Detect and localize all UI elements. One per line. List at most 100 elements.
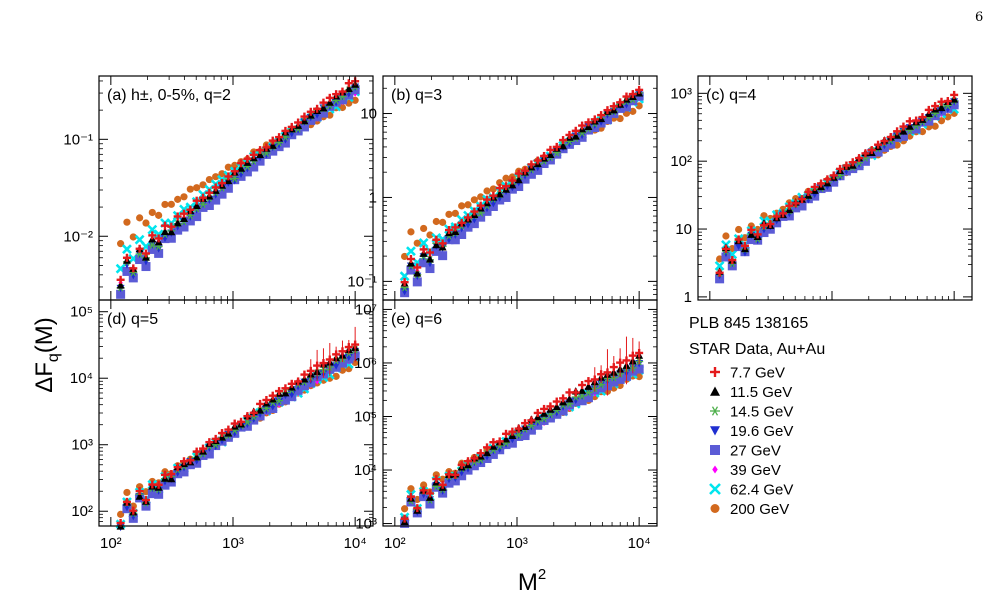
data-point <box>237 417 246 426</box>
data-point <box>243 154 252 163</box>
data-point <box>420 224 428 233</box>
data-point <box>338 347 347 356</box>
data-point <box>552 402 561 411</box>
data-point <box>186 185 194 193</box>
data-point <box>609 363 618 372</box>
data-point <box>496 179 504 187</box>
data-point <box>451 209 459 217</box>
data-point <box>476 212 486 222</box>
data-point <box>281 388 290 397</box>
data-point <box>141 501 151 511</box>
data-point <box>117 240 125 248</box>
y-tick-label: 10⁻¹ <box>63 131 93 148</box>
data-point <box>129 233 137 241</box>
data-point <box>521 166 530 175</box>
y-tick-label: 10⁻² <box>63 228 93 245</box>
data-point <box>469 219 479 229</box>
data-point <box>256 406 265 414</box>
legend-item: 7.7 GeV <box>710 365 785 382</box>
y-tick-label: 10³ <box>71 437 93 454</box>
data-point <box>609 377 619 387</box>
data-point <box>584 382 593 390</box>
x-tick-label: 10² <box>100 535 122 552</box>
data-point <box>836 164 845 173</box>
data-point <box>413 504 422 513</box>
data-point <box>810 182 819 191</box>
data-point <box>526 169 536 179</box>
data-point <box>281 126 290 135</box>
data-point <box>280 395 290 405</box>
y-tick-label: 10² <box>670 153 692 170</box>
data-point <box>419 258 429 268</box>
y-tick-label: 10⁴ <box>70 370 93 387</box>
data-point <box>508 427 517 436</box>
x-tick-label: 10⁴ <box>628 535 651 552</box>
data-point <box>714 260 725 271</box>
data-point <box>476 201 485 210</box>
data-point <box>205 188 214 197</box>
data-point <box>578 131 587 140</box>
data-point <box>418 237 429 248</box>
data-point <box>577 396 587 406</box>
data-point <box>204 200 214 210</box>
data-point <box>629 107 637 115</box>
data-point <box>924 105 933 114</box>
data-point <box>873 147 883 157</box>
data-points <box>399 336 645 528</box>
data-point <box>192 447 201 456</box>
data-point <box>559 136 568 145</box>
data-point <box>192 452 201 461</box>
data-point <box>823 175 832 184</box>
data-point <box>439 475 447 483</box>
data-point <box>502 182 511 191</box>
data-point <box>413 269 422 277</box>
data-point <box>444 226 453 235</box>
data-point <box>753 230 762 239</box>
data-point <box>445 210 453 218</box>
data-point <box>413 239 421 247</box>
data-point <box>477 193 485 201</box>
data-point <box>918 128 927 136</box>
data-point <box>439 218 447 226</box>
data-point <box>116 281 125 289</box>
data-point <box>306 107 315 116</box>
data-point <box>937 103 946 112</box>
data-point <box>173 469 182 477</box>
data-point <box>294 383 303 391</box>
data-point <box>540 409 549 417</box>
data-point <box>332 372 340 380</box>
data-point <box>167 474 176 483</box>
data-point <box>609 102 618 111</box>
data-point <box>249 162 259 172</box>
data-point <box>476 449 485 458</box>
data-point <box>558 406 568 416</box>
data-point <box>205 438 214 447</box>
data-point <box>319 104 328 112</box>
data-point <box>212 173 220 181</box>
data-point <box>880 137 889 146</box>
data-point <box>287 122 296 131</box>
data-point <box>154 480 163 489</box>
legend-item: 62.4 GeV <box>709 482 793 499</box>
data-point <box>552 409 561 417</box>
data-point <box>899 127 908 135</box>
series-7-7-GeV <box>715 90 959 277</box>
data-point <box>400 514 409 523</box>
panel-label: (e) q=6 <box>391 311 442 328</box>
data-point <box>514 431 523 439</box>
data-point <box>268 136 277 145</box>
data-point <box>344 343 353 352</box>
data-point <box>425 489 434 498</box>
data-point <box>457 218 466 227</box>
data-point <box>135 492 144 500</box>
data-point <box>136 214 144 222</box>
data-point <box>218 429 227 438</box>
data-point <box>911 124 921 134</box>
y-tick-label: 10⁻¹ <box>347 273 377 290</box>
legend-marker <box>712 465 718 474</box>
data-point <box>192 201 201 209</box>
data-point <box>791 199 800 208</box>
data-point <box>483 187 491 195</box>
data-point <box>344 84 353 93</box>
data-point <box>179 209 188 218</box>
